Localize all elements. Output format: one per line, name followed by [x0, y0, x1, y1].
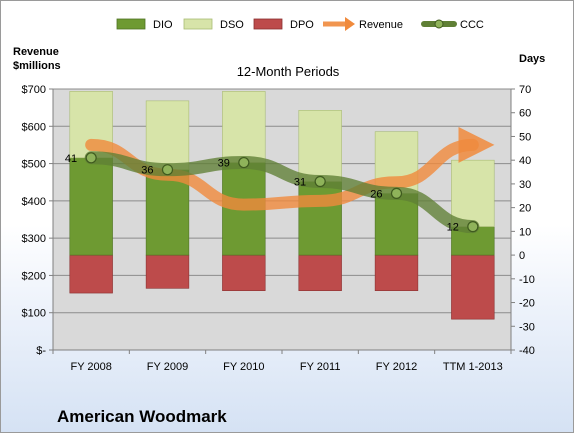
legend-swatch-dpo — [253, 18, 283, 30]
left-tick-label-7: $700 — [22, 84, 46, 96]
right-tick-label-11: 70 — [519, 84, 531, 96]
dpo-bar-4 — [374, 254, 419, 291]
company-name: American Woodmark — [57, 407, 227, 426]
legend: DIO DSO DPO Revenue CCC — [116, 17, 484, 31]
x-tick-label-5: TTM 1-2013 — [443, 361, 503, 373]
x-tick-label-0: FY 2008 — [70, 361, 111, 373]
right-tick-label-2: -20 — [519, 298, 535, 310]
right-tick-label-7: 30 — [519, 179, 531, 191]
dio-bar-0 — [69, 157, 113, 256]
ccc-point-5 — [467, 221, 479, 233]
left-axis-label: Revenue $millions — [13, 46, 61, 72]
dio-bar-4 — [374, 193, 419, 256]
dpo-bar-0 — [69, 254, 113, 294]
ccc-data-label-4: 26 — [370, 188, 382, 200]
x-tick-label-1: FY 2009 — [147, 361, 188, 373]
ccc-point-2 — [238, 156, 250, 169]
left-tick-label-5: $500 — [22, 159, 46, 171]
left-tick-label-4: $400 — [22, 196, 46, 208]
left-tick-label-3: $300 — [22, 233, 46, 245]
legend-label-revenue: Revenue — [359, 19, 403, 31]
dso-bar-1 — [145, 100, 190, 170]
right-tick-label-10: 60 — [519, 108, 531, 120]
right-tick-label-9: 50 — [519, 131, 531, 143]
ccc-line — [84, 151, 480, 234]
x-tick-label-3: FY 2011 — [300, 361, 341, 373]
left-tick-label-0: $- — [36, 345, 46, 357]
x-tick-label-4: FY 2012 — [376, 361, 417, 373]
right-tick-label-6: 20 — [519, 203, 531, 215]
dso-bar-5 — [451, 159, 495, 227]
ccc-point-1 — [161, 164, 174, 176]
ccc-data-label-1: 36 — [141, 165, 153, 177]
legend-swatch-dio — [116, 18, 146, 30]
left-tick-label-2: $200 — [22, 270, 46, 282]
ccc-point-4 — [390, 187, 403, 199]
legend-arrowhead-revenue — [345, 17, 355, 31]
legend-label-dpo: DPO — [290, 19, 314, 31]
dpo-bar-2 — [222, 254, 266, 291]
ccc-data-label-0: 41 — [65, 153, 77, 165]
left-tick-label-6: $600 — [22, 121, 46, 133]
right-tick-label-5: 10 — [519, 226, 531, 238]
right-tick-label-1: -30 — [519, 321, 535, 333]
left-tick-label-1: $100 — [22, 308, 46, 320]
legend-label-dso: DSO — [220, 19, 244, 31]
dio-bar-1 — [145, 169, 190, 256]
dio-bar-3 — [298, 181, 342, 256]
right-tick-label-0: -40 — [519, 345, 535, 357]
ccc-point-0 — [85, 152, 97, 164]
dpo-bar-5 — [451, 254, 495, 320]
chart-subtitle: 12-Month Periods — [236, 64, 340, 79]
ccc-point-3 — [314, 175, 326, 188]
x-tick-label-2: FY 2010 — [223, 361, 264, 373]
ccc-data-label-5: 12 — [447, 222, 459, 234]
right-tick-label-4: 0 — [519, 250, 525, 262]
ccc-data-label-2: 39 — [218, 158, 230, 170]
dpo-bar-1 — [145, 254, 190, 289]
dso-bar-2 — [222, 91, 266, 163]
ccc-data-label-3: 31 — [294, 177, 306, 189]
legend-label-dio: DIO — [153, 19, 173, 31]
right-axis-label: Days — [519, 53, 546, 65]
legend-marker-ccc — [434, 19, 444, 29]
right-tick-label-8: 40 — [519, 155, 531, 167]
dpo-bar-3 — [298, 254, 342, 291]
legend-label-ccc: CCC — [460, 19, 484, 31]
right-tick-label-3: -10 — [519, 274, 535, 286]
dso-bar-3 — [298, 110, 342, 182]
legend-swatch-dso — [183, 18, 213, 30]
plot-area — [53, 89, 511, 350]
